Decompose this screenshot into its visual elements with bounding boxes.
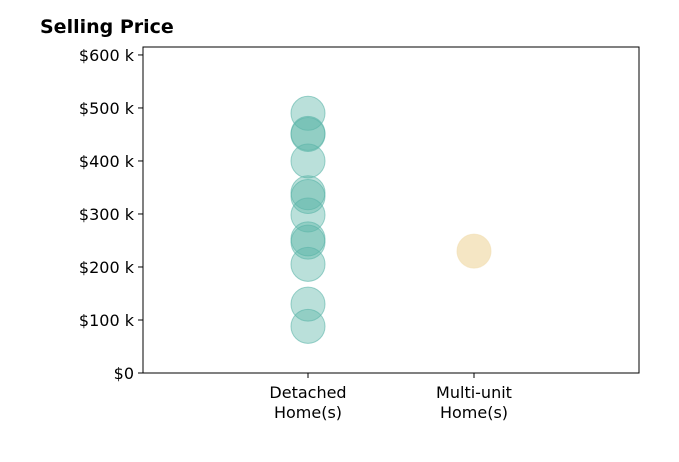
x-tick-label: Multi-unit Home(s) <box>436 383 512 422</box>
y-tick-label: $300 k <box>79 205 135 224</box>
y-tick-label: $500 k <box>79 99 135 118</box>
x-tick-label: Detached Home(s) <box>269 383 346 422</box>
detached-home-point <box>290 224 326 260</box>
detached-home-point <box>290 286 326 322</box>
y-tick-label: $400 k <box>79 152 135 171</box>
detached-home-point <box>290 143 326 179</box>
detached-home-point <box>290 116 326 152</box>
detached-home-point <box>290 308 326 344</box>
detached-home-point <box>290 95 326 131</box>
y-tick-label: $200 k <box>79 258 135 277</box>
x-tick-label-line: Multi-unit <box>436 383 512 402</box>
x-tick-label-line: Detached <box>269 383 346 402</box>
plot-frame <box>142 46 640 374</box>
x-tick-label-line: Home(s) <box>440 403 508 422</box>
multi-unit-home-point <box>456 233 492 269</box>
detached-home-point <box>290 246 326 282</box>
y-tick-label: $0 <box>114 364 134 383</box>
x-tick-label-line: Home(s) <box>274 403 342 422</box>
detached-home-point <box>290 178 326 214</box>
y-tick-label: $100 k <box>79 311 135 330</box>
y-axis: $0 $100 k $200 k $300 k $400 k $500 k $600 k <box>79 46 143 383</box>
data-points <box>290 95 492 344</box>
chart-title: Selling Price <box>40 16 174 38</box>
x-axis: Detached Home(s)Multi-unit Home(s) <box>269 373 512 422</box>
detached-home-point <box>290 197 326 233</box>
y-tick-label: $600 k <box>79 46 135 65</box>
